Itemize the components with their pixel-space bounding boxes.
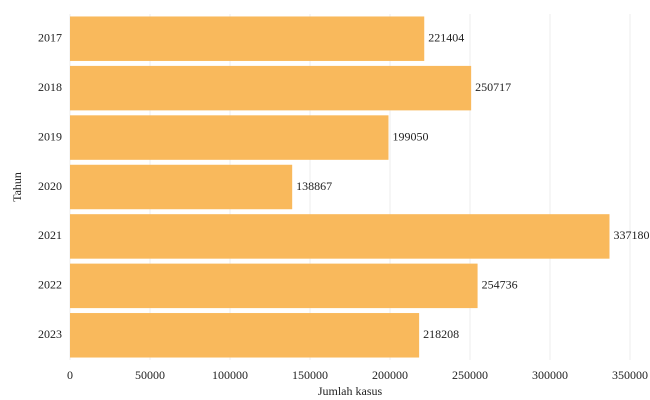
y-tick-label: 2019 [38, 129, 62, 143]
y-tick-label: 2017 [38, 30, 62, 44]
x-tick-label: 300000 [532, 368, 568, 382]
value-label: 337180 [613, 228, 649, 242]
y-tick-label: 2022 [38, 278, 62, 292]
bar [70, 263, 478, 309]
x-tick-label: 150000 [292, 368, 328, 382]
x-tick-label: 100000 [212, 368, 248, 382]
x-tick-label: 350000 [612, 368, 648, 382]
value-label: 221404 [428, 30, 464, 44]
value-label: 254736 [482, 278, 518, 292]
x-tick-label: 250000 [452, 368, 488, 382]
y-tick-label: 2023 [38, 327, 62, 341]
y-tick-label: 2018 [38, 80, 62, 94]
value-label: 138867 [296, 179, 332, 193]
bar [70, 164, 293, 210]
bar [70, 115, 389, 160]
x-tick-label: 0 [67, 368, 73, 382]
y-tick-label: 2020 [38, 179, 62, 193]
y-tick-label: 2021 [38, 228, 62, 242]
bar [70, 214, 610, 259]
bar [70, 65, 472, 111]
bar [70, 313, 420, 358]
x-axis-label: Jumlah kasus [318, 384, 383, 398]
value-label: 199050 [392, 129, 428, 143]
value-label: 218208 [423, 327, 459, 341]
y-axis-label: Tahun [10, 172, 24, 202]
bar [70, 16, 425, 61]
x-tick-label: 50000 [135, 368, 165, 382]
x-tick-label: 200000 [372, 368, 408, 382]
value-label: 250717 [475, 80, 511, 94]
